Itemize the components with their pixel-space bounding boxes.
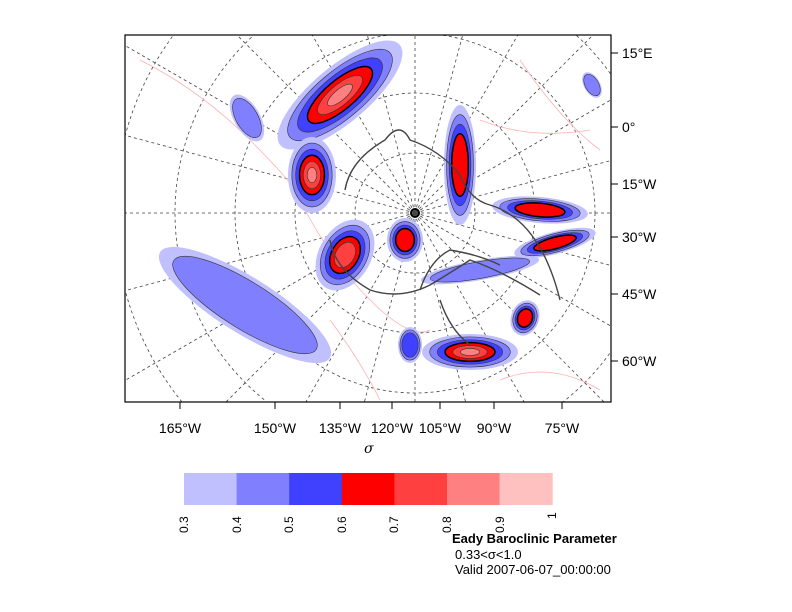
plot-subtitle: 0.33<σ<1.0 (455, 547, 522, 562)
x-tick-label: 135°W (318, 420, 362, 436)
x-tick-label: 75°W (544, 420, 580, 436)
y-tick-label: 15°E (622, 45, 653, 61)
contour-level-0.8 (327, 83, 353, 107)
colorbar-swatch (184, 473, 238, 505)
contour-level-0.5 (401, 332, 419, 358)
contour-level-0.6 (514, 202, 566, 218)
meridian-line (125, 45, 416, 214)
colorbar-label: 1 (545, 512, 560, 519)
meridian-line (225, 212, 416, 402)
arctic-coast-contours (329, 129, 561, 346)
y-tick-label: 45°W (622, 286, 657, 302)
contour-level-0.6 (394, 227, 416, 253)
colorbar-label: 0.5 (282, 516, 297, 533)
map-frame (124, 34, 612, 403)
colorbar-label: 0.6 (334, 516, 349, 533)
y-tick-label: 30°W (622, 229, 657, 245)
colorbar-label: 0.3 (177, 516, 191, 533)
x-axis-label: σ (364, 441, 374, 457)
contour-level-0.4 (232, 98, 262, 138)
colorbar-swatch (289, 473, 343, 505)
contour-level-0.4 (430, 257, 530, 283)
x-tick-label: 105°W (418, 420, 462, 436)
meridian-line (414, 35, 464, 214)
colorbar-swatch (394, 473, 448, 505)
x-tick-label: 150°W (253, 420, 297, 436)
meridian-line (414, 212, 611, 327)
colorbar-swatch (236, 473, 290, 505)
colorbar-label: 0.7 (387, 516, 402, 533)
meridian-line (125, 134, 416, 214)
contour-level-0.4 (172, 255, 318, 355)
meridian-line (414, 35, 594, 214)
x-tick-label: 165°W (158, 420, 202, 436)
contour-level-0.6 (516, 308, 534, 328)
x-tick-label: 90°W (476, 420, 512, 436)
valid-time: Valid 2007-06-07_00:00:00 (455, 562, 611, 577)
contour-level-0.7 (334, 241, 356, 269)
y-tick-label: 15°W (622, 176, 657, 192)
meridian-line (414, 212, 611, 266)
colorbar-label: 0.4 (229, 516, 244, 533)
contour-level-0.4 (583, 73, 601, 97)
colorbar (184, 473, 553, 505)
contour-level-0.6 (533, 234, 577, 252)
meridian-line (366, 35, 416, 214)
meridian-line (414, 212, 605, 402)
eady-contours (158, 40, 602, 370)
meridian-line (311, 35, 416, 214)
meridian-line (414, 212, 467, 402)
colorbar-swatch (499, 473, 553, 505)
x-tick-label: 120°W (370, 420, 414, 436)
colorbar-swatch (341, 473, 395, 505)
meridian-line (414, 160, 611, 214)
y-tick-label: 60°W (622, 353, 657, 369)
meridian-line (414, 212, 525, 402)
contour-level-0.8 (306, 167, 318, 183)
plot-title: Eady Baroclinic Parameter (452, 531, 617, 546)
colorbar-swatch (447, 473, 501, 505)
y-tick-label: 0° (622, 119, 636, 135)
contour-level-0.8 (460, 348, 480, 356)
